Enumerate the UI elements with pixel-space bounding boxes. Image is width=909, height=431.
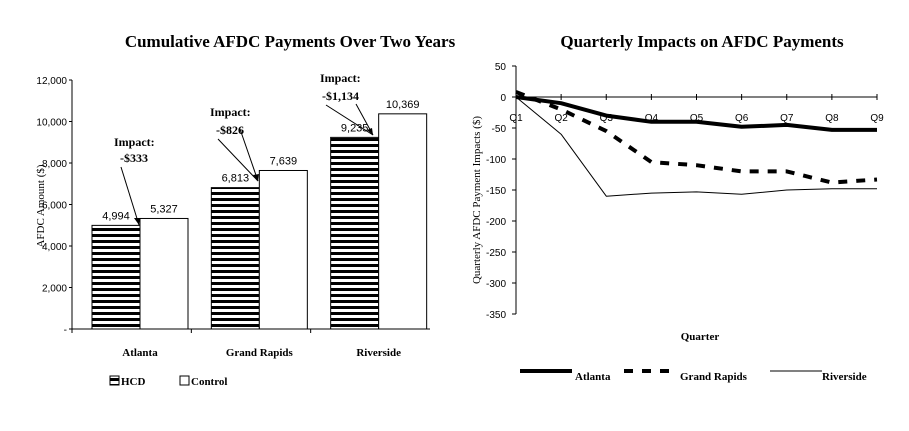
- legend-swatch-hcd: [109, 375, 120, 386]
- right-x-axis-label: Quarter: [681, 331, 720, 343]
- impact-label-grand-rapids-line1: Impact:: [210, 105, 251, 119]
- left-y-tick-label: 6,000: [42, 201, 67, 212]
- bar-hcd-atlanta: [91, 224, 141, 330]
- right-y-tick-label: 50: [495, 62, 507, 73]
- bar-hcd-riverside: [330, 136, 380, 330]
- right-x-tick-label: Q1: [509, 113, 523, 124]
- left-y-axis-label: AFDC Amount ($): [35, 164, 47, 247]
- legend-label-hcd: HCD: [121, 376, 146, 388]
- left-labels-group: 4,994 5,327 Atlanta 6,813 7,639 Grand Rapids 9…: [102, 99, 419, 359]
- impact-label-atlanta-line1: Impact:: [114, 135, 155, 149]
- line-series-riverside: [515, 96, 877, 197]
- left-category-label: Atlanta: [122, 347, 158, 359]
- line-series-grand-rapids: [515, 90, 878, 185]
- right-x-tick-label: Q6: [735, 113, 749, 124]
- left-bars-group: [71, 113, 428, 333]
- right-x-tick-label: Q5: [690, 113, 704, 124]
- right-chart-title: Quarterly Impacts on AFDC Payments: [560, 32, 844, 51]
- impact-arrow-atlanta: [120, 166, 140, 226]
- left-chart-title: Cumulative AFDC Payments Over Two Years: [125, 32, 456, 51]
- right-x-tick-label: Q4: [645, 113, 659, 124]
- bar-value-label-hcd: 4,994: [102, 210, 130, 222]
- right-y-tick-label: -100: [486, 155, 506, 166]
- right-x-tick-label: Q8: [825, 113, 839, 124]
- bar-control-atlanta: [139, 217, 189, 330]
- bar-control-riverside: [378, 113, 428, 330]
- bar-value-label-control: 10,369: [386, 99, 420, 111]
- impact-label-riverside-line1: Impact:: [320, 71, 361, 85]
- impact-arrowhead-atlanta: [134, 218, 140, 225]
- impact-label-riverside-value: -$1,134: [322, 89, 359, 103]
- left-y-tick-label: 8,000: [42, 159, 67, 170]
- impact-label-atlanta-value: -$333: [120, 151, 148, 165]
- left-y-tick-label: 4,000: [42, 242, 67, 253]
- right-y-tick-label: 0: [500, 93, 506, 104]
- bar-value-label-hcd: 9,235: [341, 122, 369, 134]
- legend-label-riverside: Riverside: [822, 371, 867, 383]
- right-y-tick-label: -250: [486, 248, 506, 259]
- line-series-atlanta: [515, 95, 877, 132]
- left-y-tick-label: 10,000: [36, 118, 67, 129]
- bar-hcd-grand-rapids: [210, 187, 260, 330]
- left-category-label: Riverside: [356, 347, 401, 359]
- left-y-tick-label: -: [64, 325, 67, 336]
- right-x-tick-label: Q7: [780, 113, 794, 124]
- impact-label-grand-rapids-value: -$826: [216, 123, 244, 137]
- legend-label-atlanta: Atlanta: [575, 371, 611, 383]
- right-y-tick-label: -150: [486, 186, 506, 197]
- left-y-tick-label: 2,000: [42, 284, 67, 295]
- right-y-tick-label: -50: [492, 124, 507, 135]
- legend-label-grand-rapids: Grand Rapids: [680, 371, 748, 383]
- right-x-tick-label: Q2: [554, 113, 568, 124]
- legend-swatch-control: [179, 375, 190, 386]
- right-y-tick-label: -200: [486, 217, 506, 228]
- right-y-tick-label: -300: [486, 279, 506, 290]
- impact-arrowhead-riverside: [367, 128, 373, 135]
- right-lines-group: [515, 90, 878, 197]
- right-x-tick-label: Q3: [600, 113, 614, 124]
- right-y-tick-label: -350: [486, 310, 506, 321]
- bar-control-grand-rapids: [258, 169, 308, 330]
- bar-value-label-hcd: 6,813: [222, 173, 250, 185]
- bar-value-label-control: 5,327: [150, 203, 178, 215]
- right-x-tick-label: Q9: [870, 113, 884, 124]
- right-x-ticks-group: Q1 Q2 Q3 Q4 Q5 Q6 Q7 Q8 Q9: [509, 94, 884, 124]
- legend-label-control: Control: [191, 376, 227, 388]
- impact-arrowhead-grand-rapids: [253, 174, 259, 181]
- right-y-axis-label: Quarterly AFDC Payment Impacts ($): [471, 116, 483, 284]
- bar-value-label-control: 7,639: [270, 155, 298, 167]
- left-category-label: Grand Rapids: [226, 347, 294, 359]
- left-y-tick-label: 12,000: [36, 76, 67, 87]
